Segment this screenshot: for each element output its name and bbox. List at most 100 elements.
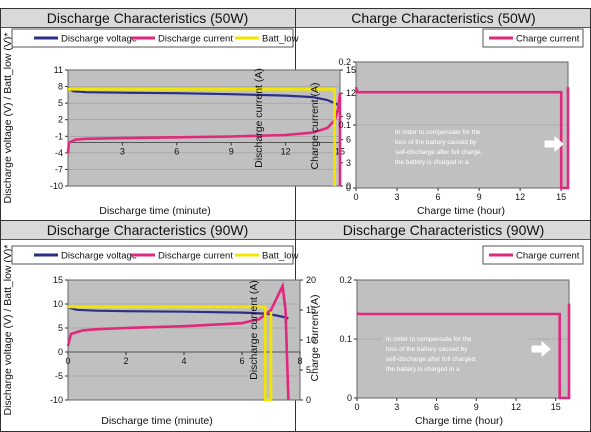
y-tick-label-0-7: -10 xyxy=(50,181,63,191)
legend-box-3 xyxy=(482,245,584,265)
y2-axis-label-0: Discharge current (A) xyxy=(253,68,265,168)
panel-title-2: Discharge Characteristics (90W) xyxy=(0,221,295,240)
annotation-arrow-icon-1 xyxy=(544,135,564,153)
y-tick-label-1-1: 0.1 xyxy=(338,120,351,130)
y-tick-label-2-5: -10 xyxy=(50,395,63,405)
y2-tick-label-2-2: 10 xyxy=(306,335,316,345)
annotation-line-3-2: self-discharge after full charged, xyxy=(386,356,477,363)
y2-tick-label-0-5: 0 xyxy=(346,181,351,191)
legend-label-3-0: Charge current xyxy=(516,251,580,262)
y2-tick-label-2-1: 15 xyxy=(306,305,316,315)
y-tick-label-2-3: 0 xyxy=(58,347,63,357)
legend-label-2-1: Discharge current xyxy=(158,251,233,262)
y-tick-label-1-0: 0.2 xyxy=(338,57,351,67)
y2-tick-label-0-3: 6 xyxy=(346,135,351,145)
legend-box-1 xyxy=(482,28,584,48)
annotation-line-3-3: the battery is charged in a xyxy=(386,366,460,373)
x-tick-label-2-1: 2 xyxy=(123,356,128,366)
plot-area-2 xyxy=(67,279,301,401)
annotation-line-1-3: the battery is charged in a xyxy=(395,159,469,166)
x-tick-label-3-0: 0 xyxy=(354,402,359,412)
panel-title-0: Discharge Characteristics (50W) xyxy=(0,9,295,28)
y2-tick-label-2-3: 5 xyxy=(306,365,311,375)
x-tick-label-3-2: 6 xyxy=(434,402,439,412)
series-line-2-1 xyxy=(66,281,290,401)
x-tick-label-1-0: 0 xyxy=(353,192,358,202)
annotation-line-1-0: In order to compensate for the xyxy=(395,129,481,136)
x-tick-label-2-0: 0 xyxy=(65,356,70,366)
x-axis-label-0: Discharge time (minute) xyxy=(99,205,210,217)
annotation-line-3-1: loss of the battery caused by xyxy=(386,346,468,353)
y2-tick-label-0-0: 15 xyxy=(346,65,356,75)
legend-label-0-2: Batt_low xyxy=(262,34,299,45)
y-axis-label-3: Charge current (A) xyxy=(309,295,321,382)
y-axis-label-1: Charge current (A) xyxy=(309,83,321,170)
x-axis-label-3: Charge time (hour) xyxy=(415,415,503,427)
y-tick-label-0-3: 2 xyxy=(58,115,63,125)
annotation-arrow-icon-3 xyxy=(531,340,551,358)
y2-axis-label-2: Discharge current (A) xyxy=(248,280,260,380)
y-axis-label-2: Discharge voltage (V) / Batt_low (V)* xyxy=(2,245,14,416)
series-line-3-0 xyxy=(356,303,571,400)
series-line-2-0 xyxy=(67,306,289,320)
y-tick-label-0-6: -7 xyxy=(55,164,63,174)
x-tick-label-1-5: 15 xyxy=(556,192,566,202)
y-tick-label-0-1: 8 xyxy=(58,82,63,92)
y-tick-label-0-4: -1 xyxy=(55,131,63,141)
legend-label-0-1: Discharge current xyxy=(158,34,233,45)
y-tick-label-0-5: -4 xyxy=(55,148,63,158)
x-axis-label-2: Discharge time (minute) xyxy=(101,415,212,427)
annotation-line-1-2: self-discharge after full charge, xyxy=(395,149,483,156)
y-tick-label-1-2: 0 xyxy=(346,183,351,193)
y-tick-label-2-2: 5 xyxy=(58,323,63,333)
y-tick-label-3-1: 0.1 xyxy=(339,334,352,344)
y2-tick-label-2-4: 0 xyxy=(306,395,311,405)
y-tick-label-2-4: -5 xyxy=(55,371,63,381)
x-tick-label-0-1: 6 xyxy=(174,147,179,157)
y-tick-label-2-1: 10 xyxy=(53,299,63,309)
y-tick-label-3-2: 0 xyxy=(347,393,352,403)
series-line-0-0 xyxy=(67,87,341,108)
x-tick-label-1-2: 6 xyxy=(436,192,441,202)
x-tick-label-0-0: 3 xyxy=(120,147,125,157)
plot-area-0 xyxy=(67,69,341,187)
x-tick-label-3-3: 9 xyxy=(474,402,479,412)
y2-tick-label-2-0: 20 xyxy=(306,275,316,285)
y2-tick-label-0-4: 3 xyxy=(346,158,351,168)
legend-label-0-0: Discharge voltage xyxy=(61,34,137,45)
y-axis-label-0: Discharge voltage (V) / Batt_low (V)* xyxy=(2,33,14,204)
series-line-2-2 xyxy=(68,305,273,402)
x-tick-label-3-1: 3 xyxy=(394,402,399,412)
x-tick-label-1-4: 12 xyxy=(515,192,525,202)
x-tick-label-0-3: 12 xyxy=(281,147,291,157)
x-tick-label-1-3: 9 xyxy=(477,192,482,202)
series-line-1-0 xyxy=(354,86,570,190)
x-tick-label-1-1: 3 xyxy=(395,192,400,202)
x-tick-label-2-4: 8 xyxy=(297,356,302,366)
y-tick-label-0-2: 5 xyxy=(58,98,63,108)
legend-label-2-0: Discharge voltage xyxy=(61,251,137,262)
y-tick-label-0-0: 11 xyxy=(54,65,63,75)
x-tick-label-3-4: 12 xyxy=(511,402,521,412)
x-tick-label-2-2: 4 xyxy=(181,356,186,366)
legend-label-1-0: Charge current xyxy=(516,34,580,45)
panel-title-1: Charge Characteristics (50W) xyxy=(296,9,591,28)
y-tick-label-3-0: 0.2 xyxy=(339,275,352,285)
y-tick-label-2-0: 15 xyxy=(53,275,63,285)
y2-tick-label-0-1: 12 xyxy=(346,88,356,98)
frame-left xyxy=(0,8,1,432)
annotation-box-3 xyxy=(382,332,528,372)
annotation-box-1 xyxy=(390,126,541,166)
x-axis-label-1: Charge time (hour) xyxy=(417,205,505,217)
x-tick-label-3-5: 15 xyxy=(551,402,561,412)
series-line-0-1 xyxy=(66,93,342,186)
series-line-0-2 xyxy=(68,88,336,186)
annotation-line-1-1: loss of the battery caused by xyxy=(395,139,477,146)
x-tick-label-2-3: 6 xyxy=(239,356,244,366)
legend-label-2-2: Batt_low xyxy=(262,251,299,262)
panel-title-3: Discharge Characteristics (90W) xyxy=(296,221,591,240)
x-tick-label-0-2: 9 xyxy=(229,147,234,157)
annotation-line-3-0: In order to compensate for the xyxy=(386,336,472,343)
